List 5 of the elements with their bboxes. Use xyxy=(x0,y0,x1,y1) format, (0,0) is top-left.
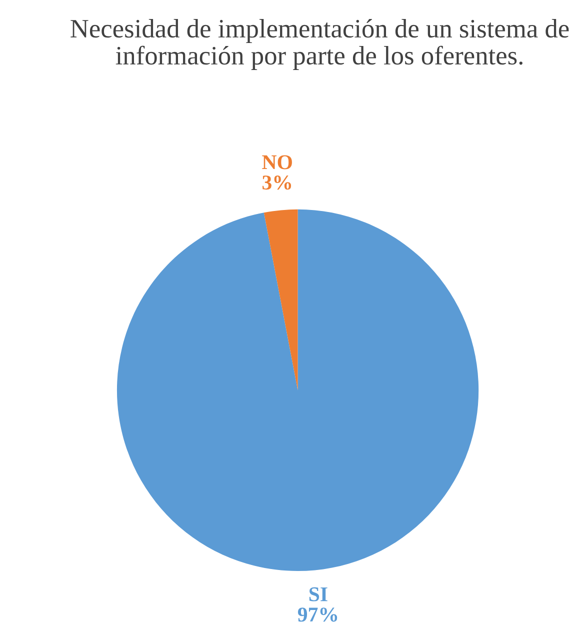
chart-title: Necesidad de implementación de un sistema de información por parte de los oferentes. xyxy=(70,19,569,70)
data-label: 97% xyxy=(298,608,338,622)
data-label: 3% xyxy=(262,176,292,190)
slice-label: SI xyxy=(309,587,328,602)
slice-label: NO xyxy=(262,155,292,170)
